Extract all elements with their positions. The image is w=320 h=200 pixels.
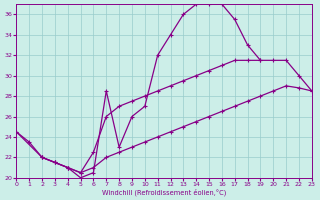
X-axis label: Windchill (Refroidissement éolien,°C): Windchill (Refroidissement éolien,°C) (102, 188, 226, 196)
